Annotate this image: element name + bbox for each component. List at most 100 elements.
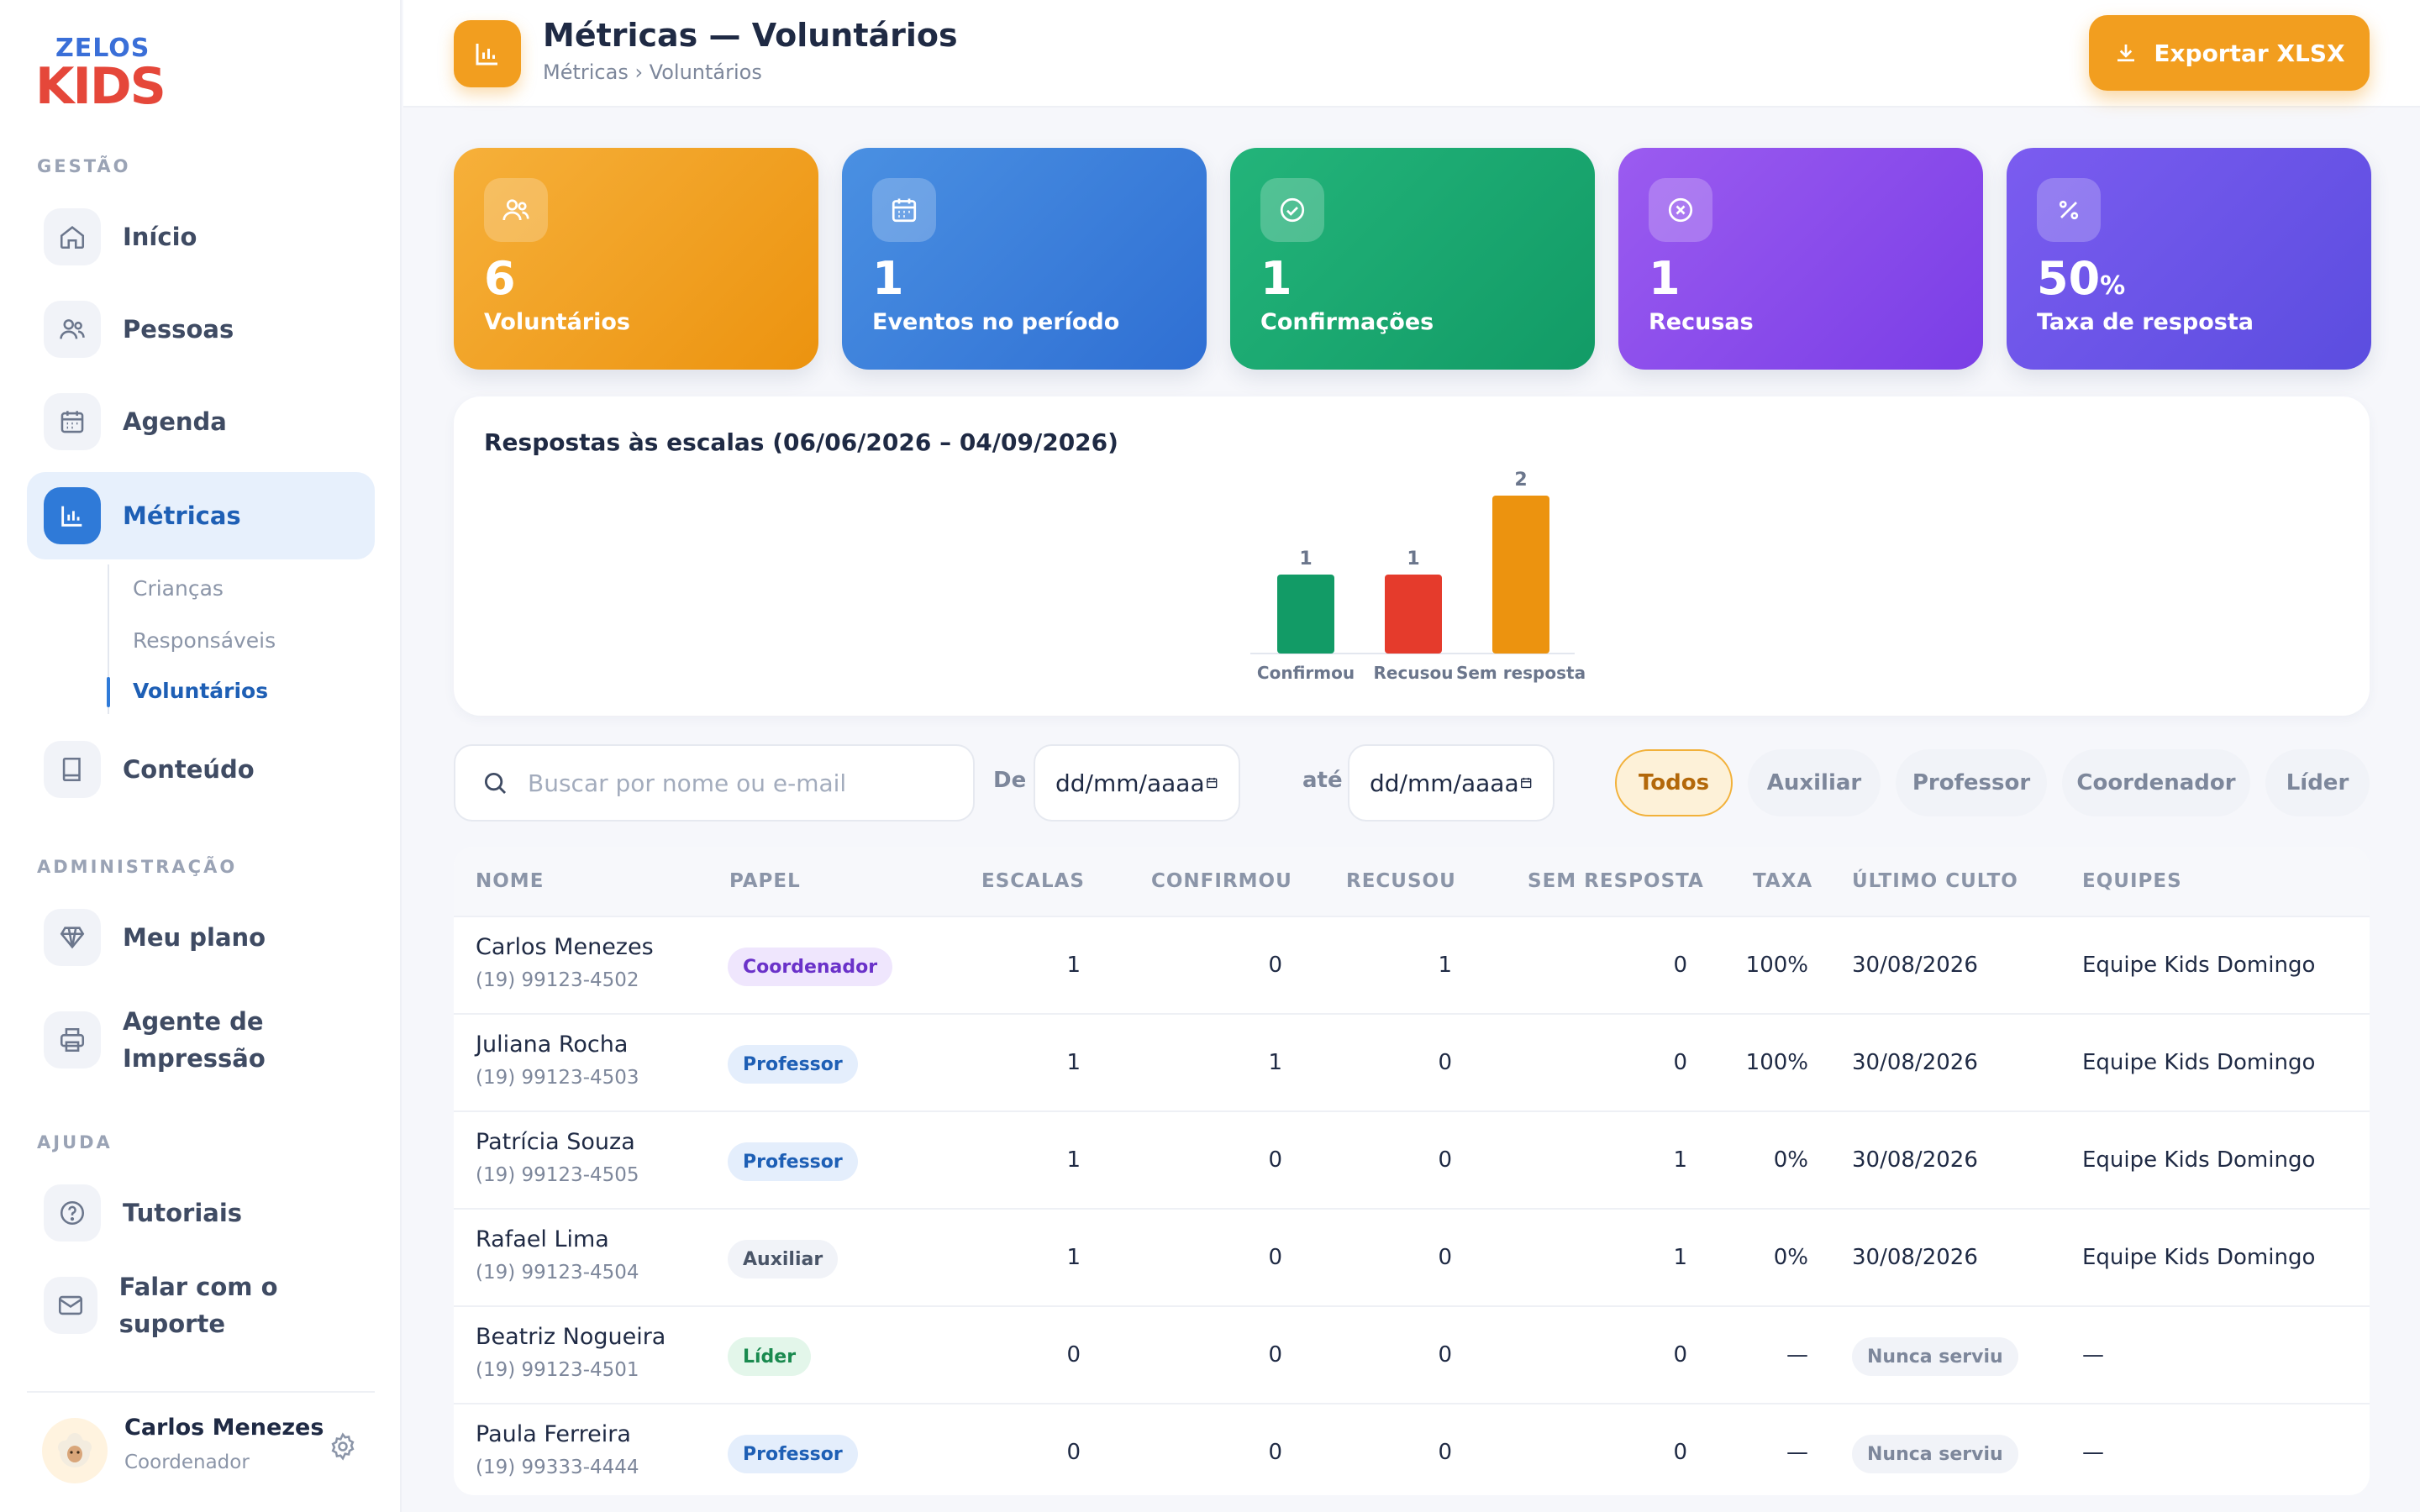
sidebar-item-label: Pessoas [123,315,234,344]
user-name: Carlos Menezes [124,1415,324,1441]
calendar-icon [44,393,101,450]
calendar-icon[interactable] [1519,771,1533,795]
column-header-confirmou[interactable]: CONFIRMOU [1151,870,1292,892]
help-icon [44,1184,101,1242]
subnav-item-criancas[interactable]: Crianças [133,576,224,601]
filter-chip-professor[interactable]: Professor [1896,749,2047,816]
subnav-item-responsaveis[interactable]: Responsáveis [133,628,276,653]
chart-category-label: Confirmou [1257,663,1355,683]
cell-confirmou: 1 [1268,1050,1282,1075]
sidebar-item-suporte[interactable]: Falar com o suporte [27,1262,375,1349]
kpi-label: Voluntários [484,309,630,335]
table-row[interactable]: Carlos Menezes (19) 99123-4502 Coordenador… [454,917,2370,1015]
column-header-sem-resposta[interactable]: SEM RESPOSTA [1528,870,1704,892]
download-icon [2118,45,2135,62]
sidebar-item-meu-plano[interactable]: Meu plano [27,894,375,981]
cell-equipes: Equipe Kids Domingo [2082,953,2316,978]
sidebar-item-inicio[interactable]: Início [27,193,375,281]
chart-category-label: Recusou [1374,663,1454,683]
cell-equipes: Equipe Kids Domingo [2082,1050,2316,1075]
home-icon [44,208,101,265]
role-badge: Líder [728,1337,812,1376]
filter-chip-auxiliar[interactable]: Auxiliar [1748,749,1881,816]
volunteer-name: Juliana Rocha [476,1032,629,1058]
search-box[interactable] [454,744,975,822]
sidebar-item-conteudo[interactable]: Conteúdo [27,726,375,813]
search-input[interactable] [528,769,948,797]
chart-data-label: 2 [1514,470,1527,491]
cell-equipes: Equipe Kids Domingo [2082,1147,2316,1173]
date-from-label: De [993,768,1027,793]
sidebar-item-metricas[interactable]: Métricas [27,472,375,559]
gear-icon[interactable] [328,1431,358,1465]
cell-ultimo-culto: 30/08/2026 [1852,1245,1978,1270]
cell-confirmou: 0 [1268,1440,1282,1465]
cell-escalas: 1 [1066,1050,1081,1075]
chart-bar-recusou[interactable] [1385,575,1442,654]
users-icon [44,301,101,358]
cell-confirmou: 0 [1268,1342,1282,1368]
cell-taxa: — [1786,1440,1808,1465]
cell-escalas: 1 [1066,953,1081,978]
logo-bottom-text: KIDS [35,57,166,116]
cell-taxa: 100% [1745,953,1808,978]
column-header-recusou[interactable]: RECUSOU [1346,870,1456,892]
kpi-value: 1 [872,252,904,305]
sidebar-item-label: Meu plano [123,923,266,952]
subnav-item-voluntarios[interactable]: Voluntários [133,679,269,703]
table-row[interactable]: Beatriz Nogueira (19) 99123-4501 Líder 0 0 0 0… [454,1307,2370,1404]
table-row[interactable]: Patrícia Souza (19) 99123-4505 Professor 1 0… [454,1112,2370,1210]
sidebar-item-agente-impressao[interactable]: Agente de Impressão [27,993,375,1087]
filter-chip-todos[interactable]: Todos [1615,749,1733,816]
volunteer-name: Beatriz Nogueira [476,1324,666,1350]
kpi-card-voluntarios: 6 Voluntários [454,148,818,370]
kpi-label: Confirmações [1260,309,1434,335]
date-to-input[interactable]: dd/mm/aaaa [1348,744,1555,822]
sheep-avatar-icon [58,1433,92,1467]
date-to-value: dd/mm/aaaa [1370,769,1519,797]
table-row[interactable]: Juliana Rocha (19) 99123-4503 Professor 1 1 0… [454,1015,2370,1112]
cell-sem-resposta: 1 [1673,1245,1687,1270]
date-from-input[interactable]: dd/mm/aaaa [1034,744,1240,822]
export-xlsx-button[interactable]: Exportar XLSX [2089,15,2370,91]
cell-sem-resposta: 0 [1673,953,1687,978]
chart-bar-sem-resposta[interactable] [1492,496,1549,654]
calendar-icon[interactable] [1205,771,1218,795]
user-profile[interactable]: Carlos Menezes Coordenador [27,1391,375,1500]
sidebar-item-pessoas[interactable]: Pessoas [27,286,375,373]
sidebar-item-label: Tutoriais [123,1199,243,1227]
role-badge: Professor [728,1045,858,1084]
date-from-value: dd/mm/aaaa [1055,769,1205,797]
search-icon [484,772,507,795]
cell-recusou: 0 [1438,1245,1452,1270]
table-row[interactable]: Paula Ferreira (19) 99333-4444 Professor 0 0… [454,1404,2370,1495]
sidebar-item-tutoriais[interactable]: Tutoriais [27,1169,375,1257]
sidebar: ZELOS KIDS GESTÃO Início Pessoas Agenda … [0,0,402,1512]
filter-chip-coordenador[interactable]: Coordenador [2062,749,2250,816]
chart-title: Respostas às escalas (06/06/2026 – 04/09… [484,428,1118,456]
chart-bar-confirmou[interactable] [1277,575,1334,654]
column-header-papel[interactable]: PAPEL [729,870,801,892]
check-circle-icon [1260,178,1324,242]
kpi-card-confirmacoes: 1 Confirmações [1230,148,1595,370]
cell-escalas: 1 [1066,1147,1081,1173]
section-label-ajuda: AJUDA [37,1132,113,1152]
table-row[interactable]: Rafael Lima (19) 99123-4504 Auxiliar 1 0 0 1 0%… [454,1210,2370,1307]
subnav-active-indicator [107,677,110,707]
column-header-nome[interactable]: NOME [476,870,544,892]
column-header-taxa[interactable]: TAXA [1753,870,1813,892]
kpi-value: 1 [1649,252,1681,305]
sidebar-item-agenda[interactable]: Agenda [27,378,375,465]
column-header-equipes[interactable]: EQUIPES [2082,870,2182,892]
cell-recusou: 1 [1438,953,1452,978]
filter-chip-lider[interactable]: Líder [2265,749,2370,816]
diamond-icon [44,909,101,966]
mail-icon [44,1277,97,1334]
column-header-ultimo-culto[interactable]: ÚLTIMO CULTO [1852,870,2018,892]
volunteer-name: Patrícia Souza [476,1129,635,1155]
zelos-kids-logo[interactable]: ZELOS KIDS [35,34,166,116]
volunteer-phone: (19) 99333-4444 [476,1457,639,1478]
date-to-label: até [1302,768,1343,793]
volunteer-phone: (19) 99123-4505 [476,1164,639,1186]
column-header-escalas[interactable]: ESCALAS [981,870,1085,892]
